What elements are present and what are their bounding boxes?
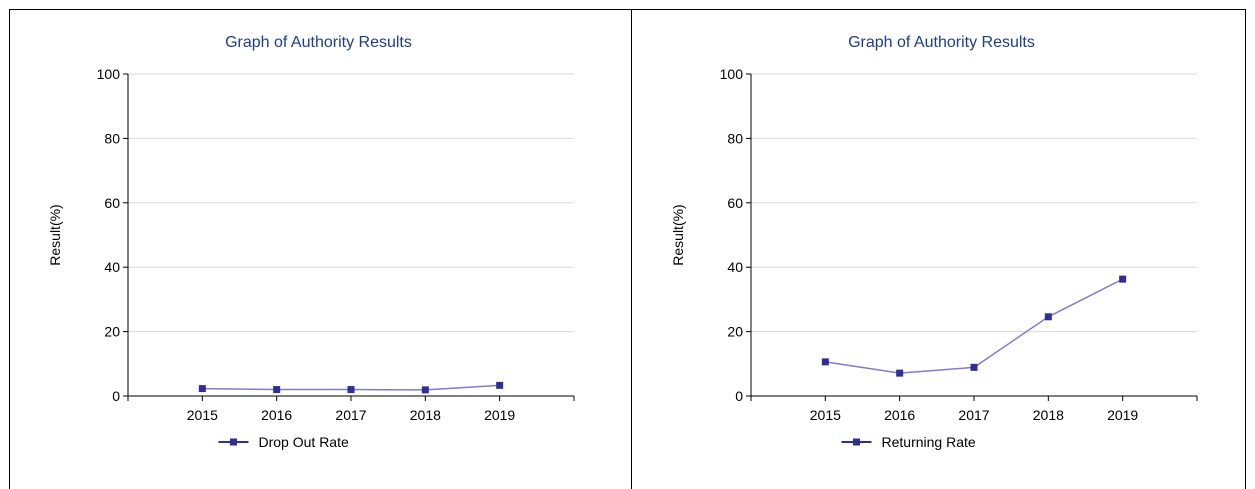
y-tick-label: 60 <box>104 195 120 211</box>
y-tick-label: 40 <box>104 259 120 275</box>
y-tick-label: 0 <box>112 388 120 404</box>
data-point <box>347 386 355 394</box>
data-point <box>198 385 206 393</box>
panel-divider <box>631 9 632 489</box>
data-point <box>821 358 829 366</box>
legend-marker <box>853 438 860 446</box>
legend-label: Returning Rate <box>882 434 976 450</box>
data-point <box>421 386 429 394</box>
y-tick-label: 0 <box>735 388 743 404</box>
x-tick-label: 2015 <box>187 407 218 423</box>
series-line <box>825 278 1124 374</box>
data-point <box>970 363 978 371</box>
x-tick-label: 2017 <box>335 407 366 423</box>
x-tick-label: 2019 <box>484 407 515 423</box>
x-tick-label: 2016 <box>261 407 292 423</box>
legend-marker <box>230 438 237 446</box>
y-tick-label: 20 <box>104 324 120 340</box>
y-tick-label: 80 <box>104 130 120 146</box>
y-tick-label: 80 <box>727 130 743 146</box>
chart-title: Graph of Authority Results <box>225 34 412 51</box>
drop-out-rate-chart: Graph of Authority Results 0 20 40 60 80 100 20… <box>47 34 575 450</box>
data-point <box>496 381 504 389</box>
y-tick-label: 60 <box>727 195 743 211</box>
chart-title: Graph of Authority Results <box>848 34 1035 51</box>
returning-rate-chart: Graph of Authority Results 0 20 40 60 80 100 20… <box>670 34 1198 450</box>
x-tick-label: 2016 <box>884 407 915 423</box>
report-frame <box>9 9 1246 489</box>
data-point <box>1044 313 1052 321</box>
y-axis-label: Result(%) <box>670 204 686 265</box>
x-tick-label: 2019 <box>1107 407 1138 423</box>
data-point <box>1119 275 1127 283</box>
y-tick-label: 100 <box>97 66 121 82</box>
y-tick-label: 100 <box>720 66 744 82</box>
x-tick-label: 2018 <box>410 407 441 423</box>
data-point <box>273 386 281 394</box>
x-tick-label: 2017 <box>958 407 989 423</box>
y-axis-label: Result(%) <box>47 204 63 265</box>
legend-label: Drop Out Rate <box>259 434 349 450</box>
y-tick-label: 40 <box>727 259 743 275</box>
y-tick-label: 20 <box>727 324 743 340</box>
x-tick-label: 2015 <box>810 407 841 423</box>
x-tick-label: 2018 <box>1033 407 1064 423</box>
data-point <box>896 369 904 377</box>
